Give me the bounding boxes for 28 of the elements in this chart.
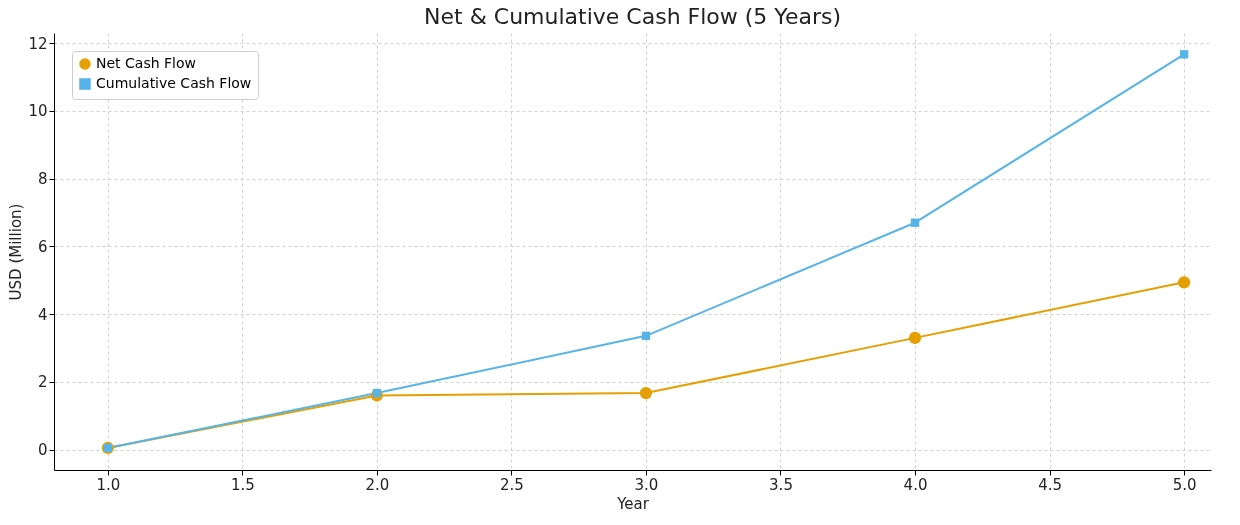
x-tick-label: 2.0 bbox=[365, 475, 390, 494]
x-axis-title: Year bbox=[616, 494, 650, 513]
x-tick-label: 1.5 bbox=[230, 475, 255, 494]
point bbox=[1179, 50, 1189, 59]
x-tick-label: 4.0 bbox=[903, 475, 928, 494]
x-tick-label: 1.0 bbox=[96, 475, 121, 494]
point bbox=[639, 386, 653, 400]
x-tick-label: 2.5 bbox=[499, 475, 524, 494]
y-tick-label: 0 bbox=[37, 441, 48, 460]
y-tick-label: 8 bbox=[37, 170, 48, 189]
y-axis-title: USD (Million) bbox=[7, 203, 26, 301]
x-tick-label: 3.5 bbox=[769, 475, 793, 494]
chart-title: Net & Cumulative Cash Flow (5 Years) bbox=[424, 4, 841, 29]
legend-label: Cumulative Cash Flow bbox=[96, 75, 252, 91]
point bbox=[910, 218, 920, 227]
x-tick-label: 4.5 bbox=[1038, 475, 1062, 494]
x-tick-label: 3.0 bbox=[634, 475, 659, 494]
point bbox=[372, 388, 382, 398]
legend-label: Net Cash Flow bbox=[96, 55, 196, 71]
point bbox=[908, 331, 922, 344]
y-tick-label: 6 bbox=[37, 237, 48, 256]
y-tick-label: 10 bbox=[28, 102, 48, 121]
point bbox=[641, 331, 651, 341]
point bbox=[1177, 276, 1191, 289]
x-tick-label: 5.0 bbox=[1172, 475, 1197, 494]
y-tick-label: 12 bbox=[28, 34, 48, 53]
y-tick-label: 2 bbox=[37, 373, 48, 392]
y-tick-label: 4 bbox=[37, 305, 48, 324]
